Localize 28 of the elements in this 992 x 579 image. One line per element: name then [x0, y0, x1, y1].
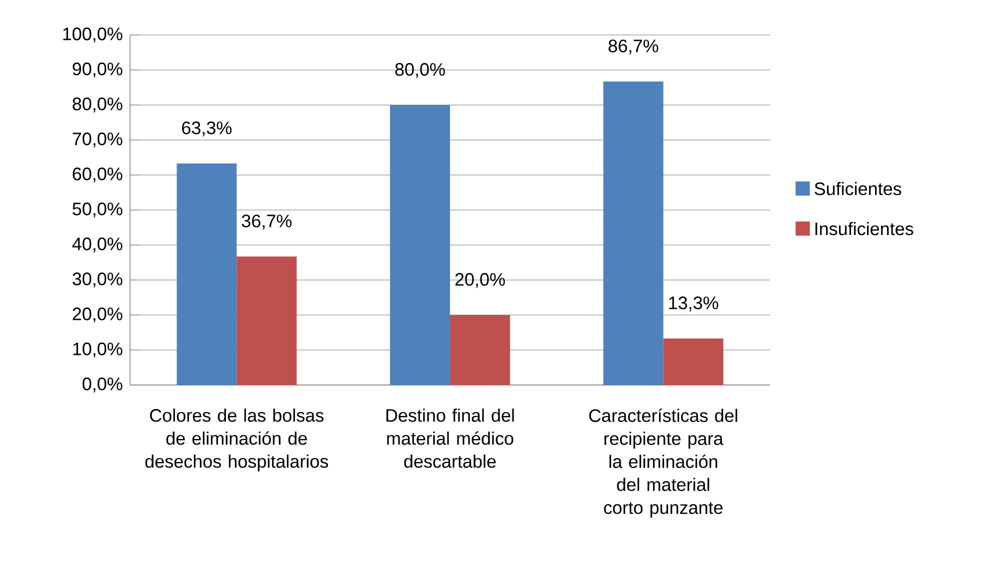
data-label: 80,0%	[395, 63, 445, 78]
y-tick-label: 10,0%	[73, 342, 122, 358]
data-label: 86,7%	[608, 40, 658, 54]
y-tick-label: 40,0%	[72, 238, 122, 252]
bar	[603, 82, 664, 385]
y-tick-label: 100,0%	[63, 28, 122, 42]
bar	[236, 256, 297, 385]
y-tick-label: 0,0%	[82, 378, 122, 392]
y-tick-label: 20,0%	[72, 308, 122, 322]
y-tick-label: 90,0%	[72, 62, 122, 78]
y-tick-label: 80,0%	[72, 98, 122, 112]
legend-label: Suficientes	[814, 182, 902, 196]
bar	[390, 105, 450, 385]
x-tick-label: Colores de las bolsas de eliminación de desechos hospitalarios	[145, 408, 328, 472]
y-tick-label: 70,0%	[72, 132, 122, 148]
y-tick-label: 30,0%	[72, 272, 122, 288]
bar	[176, 163, 237, 385]
data-label: 63,3%	[182, 122, 232, 136]
y-tick-label: 60,0%	[72, 168, 122, 182]
data-label: 13,3%	[669, 296, 718, 312]
legend-label: Insuficientes	[815, 222, 914, 236]
bar	[450, 314, 510, 385]
bar	[663, 338, 724, 385]
x-tick-label: Destino final del material médico descartable	[386, 408, 514, 468]
x-tick-label: Características del recipiente para la eliminación del material corto punzante	[589, 408, 738, 518]
y-tick-label: 50,0%	[72, 202, 122, 218]
data-label: 20,0%	[455, 273, 505, 288]
data-label: 36,7%	[242, 214, 292, 230]
